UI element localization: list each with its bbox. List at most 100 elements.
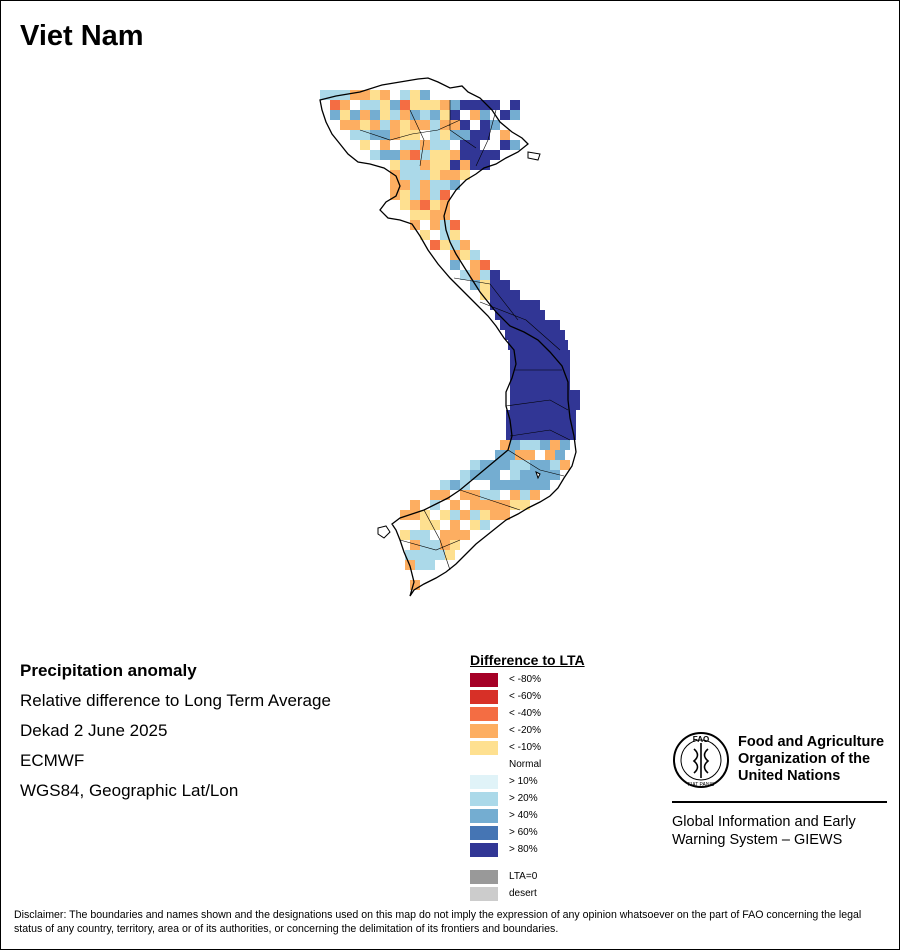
anomaly-cell [440, 140, 450, 150]
anomaly-cell [445, 550, 455, 560]
anomaly-cell [500, 280, 510, 290]
legend-extra: LTA=0 desert [470, 868, 585, 902]
anomaly-cell [450, 490, 460, 500]
anomaly-cell [560, 390, 570, 400]
anomaly-cell [500, 490, 510, 500]
anomaly-cell [410, 520, 420, 530]
anomaly-cell [400, 160, 410, 170]
fao-name-line-2: Organization of the [738, 751, 871, 767]
anomaly-cell [440, 110, 450, 120]
anomaly-cell [380, 90, 390, 100]
anomaly-cell [390, 150, 400, 160]
anomaly-cell [420, 530, 430, 540]
anomaly-cell [450, 540, 460, 550]
anomaly-cell [510, 110, 520, 120]
anomaly-cell [430, 130, 440, 140]
anomaly-cell [410, 120, 420, 130]
anomaly-cell [530, 300, 540, 310]
anomaly-cell [500, 130, 510, 140]
disclaimer: Disclaimer: The boundaries and names sho… [14, 909, 862, 935]
anomaly-cell [430, 180, 440, 190]
anomaly-cell [400, 90, 410, 100]
anomaly-cell [360, 120, 370, 130]
anomaly-cell [440, 500, 450, 510]
anomaly-cell [490, 130, 500, 140]
anomaly-cell [390, 120, 400, 130]
anomaly-cell [520, 300, 530, 310]
anomaly-cell [450, 500, 460, 510]
anomaly-cell [510, 480, 520, 490]
anomaly-cell [320, 90, 330, 100]
legend-swatch [470, 825, 498, 840]
anomaly-cell [520, 490, 530, 500]
anomaly-cell [510, 360, 520, 370]
anomaly-cell [440, 120, 450, 130]
anomaly-cell [420, 200, 430, 210]
anomaly-cell [560, 440, 570, 450]
anomaly-cell [360, 100, 370, 110]
legend-item: < -80% [470, 671, 585, 688]
anomaly-cell [546, 420, 556, 430]
anomaly-cell [530, 460, 540, 470]
anomaly-cell [410, 160, 420, 170]
anomaly-cell [400, 200, 410, 210]
anomaly-cell [460, 260, 470, 270]
anomaly-cell [420, 100, 430, 110]
anomaly-cell [410, 220, 420, 230]
anomaly-cell [520, 380, 530, 390]
anomaly-cell [550, 320, 560, 330]
anomaly-cell [500, 320, 510, 330]
anomaly-cell [350, 110, 360, 120]
anomaly-cell [410, 180, 420, 190]
anomaly-cell [480, 150, 490, 160]
anomaly-cell [495, 310, 505, 320]
anomaly-cell [540, 390, 550, 400]
anomaly-cell [460, 110, 470, 120]
anomaly-cell [410, 150, 420, 160]
anomaly-cell [510, 370, 520, 380]
legend-item: < -20% [470, 722, 585, 739]
country-outline [319, 77, 577, 597]
anomaly-cell [506, 410, 516, 420]
anomaly-cell [470, 460, 480, 470]
info-line-3: ECMWF [20, 751, 85, 770]
anomaly-cell [430, 240, 440, 250]
anomaly-cell [480, 130, 490, 140]
anomaly-cell [440, 170, 450, 180]
anomaly-cell [450, 220, 460, 230]
legend-label: > 80% [509, 844, 538, 855]
anomaly-cell [410, 500, 420, 510]
legend-label: > 40% [509, 810, 538, 821]
anomaly-cell [360, 130, 370, 140]
anomaly-cell [430, 200, 440, 210]
anomaly-cell [420, 150, 430, 160]
anomaly-cell [470, 110, 480, 120]
legend-swatch [470, 808, 498, 823]
anomaly-cell [555, 330, 565, 340]
anomaly-cell [470, 160, 480, 170]
anomaly-cell [440, 490, 450, 500]
anomaly-cell [410, 580, 420, 590]
anomaly-cell [430, 490, 440, 500]
anomaly-cell [480, 260, 490, 270]
anomaly-cell [410, 190, 420, 200]
info-line-1: Relative difference to Long Term Average [20, 691, 331, 710]
legend-label: > 20% [509, 793, 538, 804]
anomaly-cell [440, 190, 450, 200]
anomaly-cell [450, 260, 460, 270]
anomaly-cell [526, 430, 536, 440]
legend-label: < -80% [509, 674, 541, 685]
anomaly-cell [530, 320, 540, 330]
anomaly-cell [410, 90, 420, 100]
anomaly-cell [450, 170, 460, 180]
anomaly-cell [490, 120, 500, 130]
legend-swatch [470, 757, 498, 772]
anomaly-cell [536, 430, 546, 440]
legend-item: < -10% [470, 739, 585, 756]
anomaly-cell [510, 440, 520, 450]
anomaly-cell [410, 530, 420, 540]
legend-swatch [470, 842, 498, 857]
anomaly-cell [430, 520, 440, 530]
anomaly-cell [520, 460, 530, 470]
anomaly-cell [460, 500, 470, 510]
